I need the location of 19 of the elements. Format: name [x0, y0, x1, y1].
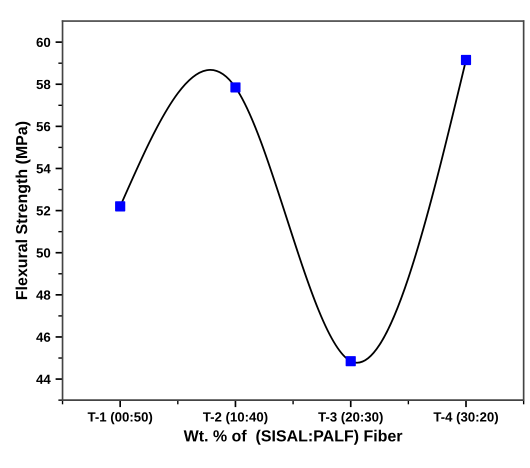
y-tick-label: 52 [36, 206, 50, 216]
x-tick-label: T-3 (20:30) [318, 412, 383, 424]
x-tick-label: T-1 (00:50) [88, 412, 152, 424]
y-tick-label: 50 [36, 248, 50, 258]
point [346, 356, 356, 366]
y-axis-title: Flexural Strength (MPa) [16, 122, 31, 300]
point [460, 54, 472, 66]
y-tick-label: 46 [36, 332, 50, 342]
y-tick-label: 44 [36, 374, 51, 384]
point [115, 201, 126, 212]
y-tick-label: 48 [36, 290, 50, 300]
y-tick-label: 58 [36, 80, 50, 90]
point [230, 82, 241, 92]
x-tick-label: T-2 (10:40) [202, 412, 268, 424]
x-axis-title: Wt. % of (SISAL:PALF) Fiber [184, 430, 402, 445]
y-tick-label: 54 [36, 164, 51, 174]
y-tick-label: 60 [36, 38, 50, 48]
y-tick-label: 56 [36, 122, 50, 132]
x-tick-label: T-4 (30:20) [434, 412, 498, 424]
